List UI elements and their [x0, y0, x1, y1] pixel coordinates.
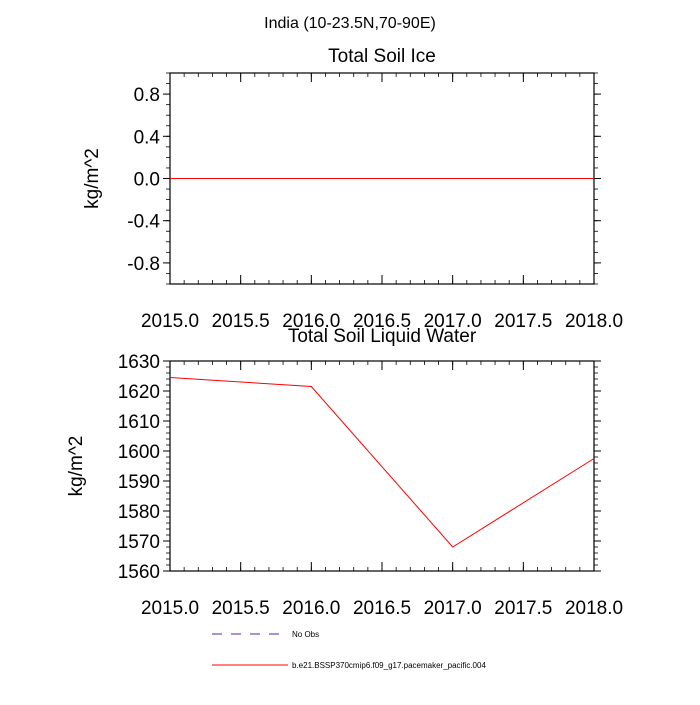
y-tick-label: 1580	[118, 502, 160, 523]
panel-total-soil-ice: Total Soil Ice kg/m^2 2015.0 2015.5 2016.0 20…	[82, 46, 623, 332]
x-tick-label: 2017.0	[424, 311, 482, 332]
panel-total-soil-liquid-water: Total Soil Liquid Water kg/m^2 2015.0 2015.…	[66, 326, 623, 619]
y-axis-label: kg/m^2	[82, 148, 103, 209]
x-tick-label: 2018.0	[565, 598, 623, 619]
y-tick-label: 1630	[118, 352, 160, 373]
y-tick-label: 1570	[118, 532, 160, 553]
legend: No Obs b.e21.BSSP370cmip6.f09_g17.pacema…	[212, 630, 486, 670]
y-tick-label: 0.4	[134, 127, 161, 148]
x-tick-label: 2015.5	[212, 311, 270, 332]
y-tick-label: 1590	[118, 472, 160, 493]
x-tick-label: 2017.5	[494, 598, 552, 619]
legend-label-no-obs: No Obs	[292, 630, 319, 639]
y-tick-label: 1600	[118, 442, 160, 463]
y-tick-label: 1620	[118, 382, 160, 403]
x-tick-label: 2016.0	[282, 311, 340, 332]
y-tick-label: 1560	[118, 562, 160, 583]
panel-title: Total Soil Ice	[328, 46, 436, 67]
series-line-model	[169, 377, 595, 548]
y-tick-label: 1610	[118, 412, 160, 433]
x-tick-label: 2017.5	[494, 311, 552, 332]
x-tick-label: 2015.5	[212, 598, 270, 619]
x-tick-label: 2015.0	[141, 311, 199, 332]
y-tick-label: 0.0	[134, 170, 160, 191]
x-tick-label: 2018.0	[565, 311, 623, 332]
x-tick-label: 2016.5	[353, 598, 411, 619]
x-tick-label: 2017.0	[424, 598, 482, 619]
x-tick-label: 2016.5	[353, 311, 411, 332]
y-tick-label: -0.8	[127, 254, 160, 275]
y-axis-label: kg/m^2	[66, 436, 87, 497]
y-tick-label: 0.8	[134, 85, 160, 106]
y-tick-label: -0.4	[127, 212, 160, 233]
x-tick-label: 2015.0	[141, 598, 199, 619]
legend-label-model: b.e21.BSSP370cmip6.f09_g17.pacemaker_pac…	[292, 661, 486, 670]
figure-suptitle: India (10-23.5N,70-90E)	[264, 15, 436, 32]
panel-title: Total Soil Liquid Water	[288, 326, 477, 347]
x-tick-label: 2016.0	[282, 598, 340, 619]
